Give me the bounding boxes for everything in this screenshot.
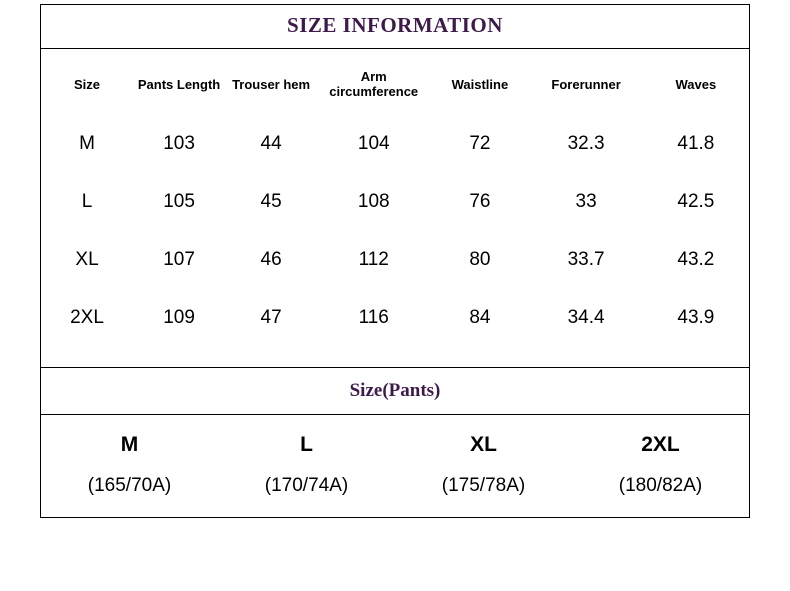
cell-value: 72 xyxy=(430,115,529,173)
cell-value: 109 xyxy=(133,289,225,367)
cell-value: 103 xyxy=(133,115,225,173)
cell-value: 34.4 xyxy=(529,289,642,367)
cell-value: 80 xyxy=(430,231,529,289)
pants-value: (165/70A) xyxy=(41,467,218,517)
cell-size: 2XL xyxy=(41,289,133,367)
cell-size: M xyxy=(41,115,133,173)
pants-header: M xyxy=(41,415,218,467)
cell-value: 105 xyxy=(133,173,225,231)
cell-value: 33.7 xyxy=(529,231,642,289)
pants-header: 2XL xyxy=(572,415,749,467)
col-header-size: Size xyxy=(41,49,133,115)
cell-value: 45 xyxy=(225,173,317,231)
table-row: L 105 45 108 76 33 42.5 xyxy=(41,173,749,231)
pants-value: (180/82A) xyxy=(572,467,749,517)
table-row: M 103 44 104 72 32.3 41.8 xyxy=(41,115,749,173)
cell-value: 41.8 xyxy=(643,115,749,173)
col-header-pants-length: Pants Length xyxy=(133,49,225,115)
cell-value: 44 xyxy=(225,115,317,173)
subtitle-section: Size(Pants) xyxy=(41,367,749,415)
cell-value: 107 xyxy=(133,231,225,289)
cell-value: 42.5 xyxy=(643,173,749,231)
cell-value: 84 xyxy=(430,289,529,367)
col-header-waves: Waves xyxy=(643,49,749,115)
title-section: SIZE INFORMATION xyxy=(41,5,749,49)
cell-value: 104 xyxy=(317,115,430,173)
table-header-row: Size Pants Length Trouser hem Arm circum… xyxy=(41,49,749,115)
size-table: Size Pants Length Trouser hem Arm circum… xyxy=(41,49,749,367)
cell-value: 33 xyxy=(529,173,642,231)
cell-value: 43.2 xyxy=(643,231,749,289)
subtitle: Size(Pants) xyxy=(350,380,441,401)
pants-value-row: (165/70A) (170/74A) (175/78A) (180/82A) xyxy=(41,467,749,517)
col-header-trouser-hem: Trouser hem xyxy=(225,49,317,115)
pants-value: (170/74A) xyxy=(218,467,395,517)
table-row: XL 107 46 112 80 33.7 43.2 xyxy=(41,231,749,289)
cell-size: L xyxy=(41,173,133,231)
cell-value: 32.3 xyxy=(529,115,642,173)
cell-value: 116 xyxy=(317,289,430,367)
main-title: SIZE INFORMATION xyxy=(287,13,503,37)
cell-value: 46 xyxy=(225,231,317,289)
size-chart-container: SIZE INFORMATION Size Pants Length Trous… xyxy=(40,4,750,518)
cell-value: 43.9 xyxy=(643,289,749,367)
table-row: 2XL 109 47 116 84 34.4 43.9 xyxy=(41,289,749,367)
pants-value: (175/78A) xyxy=(395,467,572,517)
cell-value: 112 xyxy=(317,231,430,289)
pants-header: L xyxy=(218,415,395,467)
pants-header: XL xyxy=(395,415,572,467)
col-header-arm: Arm circumference xyxy=(317,49,430,115)
pants-header-row: M L XL 2XL xyxy=(41,415,749,467)
col-header-waistline: Waistline xyxy=(430,49,529,115)
cell-size: XL xyxy=(41,231,133,289)
col-header-forerunner: Forerunner xyxy=(529,49,642,115)
pants-size-table: M L XL 2XL (165/70A) (170/74A) (175/78A)… xyxy=(41,415,749,517)
cell-value: 76 xyxy=(430,173,529,231)
cell-value: 108 xyxy=(317,173,430,231)
cell-value: 47 xyxy=(225,289,317,367)
